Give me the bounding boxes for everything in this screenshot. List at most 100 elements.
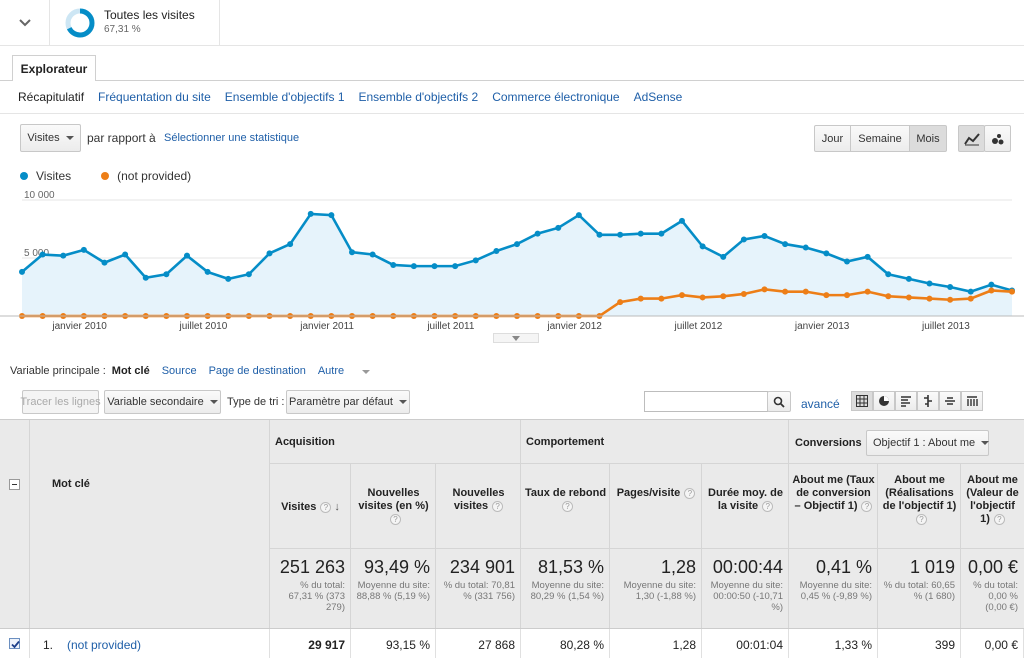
total-detail-goal1-conv-rate: Moyenne du site: 0,45 % (-9,89 %) — [799, 580, 872, 602]
help-icon[interactable]: ? — [762, 500, 774, 512]
total-detail-goal1-completions: % du total: 60,65 % (1 680) — [883, 580, 955, 602]
column-header-pages-per-visit[interactable]: Pages/visite? — [613, 487, 699, 500]
sort-desc-icon[interactable]: ↓ — [331, 501, 340, 513]
series-point — [60, 252, 67, 259]
cell-bounce-rate: 80,28 % — [559, 638, 604, 652]
dimension-keyword[interactable]: Mot clé — [111, 365, 150, 377]
period-week-button[interactable]: Semaine — [850, 125, 910, 152]
series-point — [885, 271, 892, 278]
view-performance-button[interactable] — [895, 391, 917, 411]
x-tick-label: juillet 2010 — [178, 321, 227, 332]
period-month-button[interactable]: Mois — [909, 125, 947, 152]
series-point — [699, 243, 706, 250]
help-icon[interactable]: ? — [684, 487, 696, 499]
view-comparison-button[interactable] — [917, 391, 939, 411]
motion-chart-mode-button[interactable] — [984, 125, 1011, 152]
table-search-button[interactable] — [767, 391, 791, 412]
table-search-input[interactable] — [644, 391, 768, 412]
series-area-0 — [22, 213, 1012, 316]
series-point — [349, 249, 355, 256]
dimension-source[interactable]: Source — [161, 365, 197, 377]
cell-border — [435, 629, 436, 658]
series-point — [472, 257, 479, 264]
secondary-dimension-select[interactable]: Variable secondaire — [104, 390, 221, 414]
x-tick-label: juillet 2013 — [921, 321, 970, 332]
view-pie-button[interactable] — [873, 391, 895, 411]
sort-type-select[interactable]: Paramètre par défaut — [286, 390, 410, 414]
row-checkbox[interactable] — [9, 638, 20, 649]
column-header-avg-duration[interactable]: Durée moy. de la visite? — [705, 487, 786, 513]
select-all-checkbox[interactable] — [9, 479, 20, 490]
advanced-filter-link[interactable]: avancé — [801, 397, 840, 411]
tab-explorer[interactable]: Explorateur — [12, 55, 96, 81]
help-icon[interactable]: ? — [492, 500, 504, 512]
total-bounce-rate: 81,53 % — [537, 557, 604, 577]
legend-visits[interactable]: Visites — [20, 169, 71, 183]
subnav-site-usage[interactable]: Fréquentation du site — [98, 90, 211, 104]
sort-type-value: Paramètre par défaut — [289, 396, 393, 408]
view-pivot-button[interactable] — [961, 391, 983, 411]
pivot-icon — [945, 397, 955, 405]
metric-select[interactable]: Visites — [20, 124, 81, 152]
column-header-goal1-value[interactable]: About me (Valeur de l'objectif 1)? — [964, 474, 1021, 526]
select-metric-link[interactable]: Sélectionner une statistique — [164, 132, 300, 144]
column-header-bounce-rate[interactable]: Taux de rebond? — [524, 487, 607, 513]
row-keyword-link[interactable]: (not provided) — [67, 638, 142, 652]
table-row[interactable] — [0, 629, 1024, 658]
plot-rows-button[interactable]: Tracer les lignes — [20, 390, 101, 414]
column-header-goal1-completions[interactable]: About me (Réalisations de l'objectif 1)? — [881, 474, 958, 526]
view-term-cloud-button[interactable] — [939, 391, 961, 411]
help-icon[interactable]: ? — [993, 513, 1005, 525]
cell-border — [350, 629, 351, 658]
series-point — [184, 252, 190, 259]
segment-toggle[interactable] — [0, 0, 50, 46]
totals-divider — [436, 548, 521, 549]
check-icon — [11, 640, 20, 649]
subnav-goal-set-2[interactable]: Ensemble d'objectifs 2 — [358, 90, 479, 104]
dimension-landing-page[interactable]: Page de destination — [208, 365, 306, 377]
help-icon[interactable]: ? — [390, 513, 401, 525]
column-header-visits[interactable]: Visites? ↓ — [273, 501, 348, 514]
segment-card[interactable]: Toutes les visites 67,31 % — [50, 0, 220, 46]
group-behavior — [521, 420, 789, 464]
goal-select-value: Objectif 1 : About me — [873, 437, 976, 449]
column-header-new-visits-pct[interactable]: Nouvelles visites (en %)? — [354, 487, 433, 526]
series-point — [142, 274, 149, 281]
goal-select[interactable]: Objectif 1 : About me — [866, 430, 990, 456]
subnav-ecommerce[interactable]: Commerce électronique — [492, 90, 620, 104]
legend-not-provided[interactable]: (not provided) — [101, 169, 191, 183]
subnav-summary[interactable]: Récapitulatif — [18, 90, 85, 104]
line-chart-icon — [963, 132, 980, 145]
chart-collapse-handle[interactable] — [493, 333, 539, 343]
series-point — [802, 244, 809, 251]
series-point — [988, 287, 995, 294]
series-point — [823, 250, 830, 257]
line-chart-mode-button[interactable] — [958, 125, 985, 152]
subnav-goal-set-1[interactable]: Ensemble d'objectifs 1 — [224, 90, 345, 104]
cell-border — [788, 629, 789, 658]
x-tick-label: janvier 2013 — [794, 321, 850, 332]
column-header-new-visits[interactable]: Nouvelles visites? — [439, 487, 518, 513]
x-tick-label: juillet 2012 — [673, 321, 722, 332]
period-day-button[interactable]: Jour — [814, 125, 851, 152]
search-icon — [773, 396, 785, 408]
help-icon[interactable]: ? — [861, 500, 873, 512]
subnav-adsense[interactable]: AdSense — [633, 90, 683, 104]
chart-legend: Visites (not provided) — [20, 169, 191, 183]
segment-title: Toutes les visites — [104, 8, 195, 22]
help-icon[interactable]: ? — [916, 513, 927, 525]
dimension-other[interactable]: Autre — [318, 365, 382, 377]
column-goal1-conv-rate — [789, 464, 878, 629]
series-point — [39, 251, 46, 258]
x-tick-label: juillet 2011 — [426, 321, 475, 332]
caret-down-icon — [398, 400, 407, 404]
cell-border — [609, 629, 610, 658]
view-table-button[interactable] — [851, 391, 873, 411]
keyword-header-label[interactable]: Mot clé — [52, 478, 90, 490]
legend-not-provided-label: (not provided) — [117, 169, 192, 183]
column-header-goal1-conv-rate[interactable]: About me (Taux de conversion – Objectif … — [792, 474, 875, 513]
cell-avg-duration: 00:01:04 — [736, 638, 783, 652]
help-icon[interactable]: ? — [320, 501, 332, 513]
help-icon[interactable]: ? — [562, 500, 573, 512]
cell-border — [701, 629, 702, 658]
